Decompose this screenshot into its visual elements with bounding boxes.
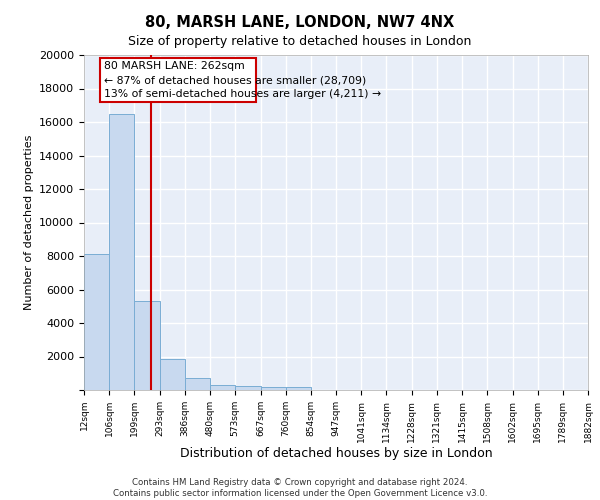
Y-axis label: Number of detached properties: Number of detached properties	[23, 135, 34, 310]
Bar	[160, 359, 185, 390]
Text: Size of property relative to detached houses in London: Size of property relative to detached ho…	[128, 35, 472, 48]
X-axis label: Distribution of detached houses by size in London: Distribution of detached houses by size …	[179, 448, 493, 460]
Bar	[109, 114, 134, 390]
Text: 80, MARSH LANE, LONDON, NW7 4NX: 80, MARSH LANE, LONDON, NW7 4NX	[145, 15, 455, 30]
FancyBboxPatch shape	[100, 58, 256, 102]
Bar	[286, 388, 311, 390]
Bar	[185, 378, 210, 390]
Bar	[235, 386, 260, 390]
Bar	[260, 386, 286, 390]
Text: 80 MARSH LANE: 262sqm
← 87% of detached houses are smaller (28,709)
13% of semi-: 80 MARSH LANE: 262sqm ← 87% of detached …	[104, 62, 381, 100]
Bar	[134, 301, 160, 390]
Bar	[210, 384, 235, 390]
Bar	[84, 254, 109, 390]
Text: Contains HM Land Registry data © Crown copyright and database right 2024.
Contai: Contains HM Land Registry data © Crown c…	[113, 478, 487, 498]
